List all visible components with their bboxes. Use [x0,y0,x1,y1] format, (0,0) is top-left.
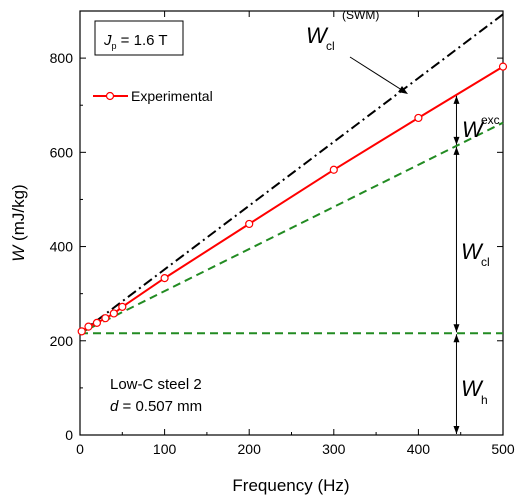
experimental-point-0 [77,327,86,336]
annotation-wcl: W cl [461,239,490,269]
y-axis-label: W (mJ/kg) [9,184,28,261]
experimental-point-4 [109,309,118,318]
x-tick-label-4: 400 [407,441,431,457]
x-tick-label-2: 200 [238,441,262,457]
experimental-point-3 [101,314,110,323]
legend: Experimental [93,88,213,104]
x-tick-label-3: 300 [322,441,346,457]
series-layer [77,13,508,336]
wexc-dim-head-bottom [453,136,460,145]
experimental-point-1 [84,322,93,331]
annotation-wexc: W exc [462,113,500,142]
y-tick-label-2: 400 [50,239,74,255]
annotation-wh: W h [461,376,488,407]
annotation-wcl-swm: W cl (SWM) [306,8,408,94]
wcl-swm-pointer-line [349,56,406,93]
dimension-arrows [453,95,460,434]
wcl-swm-sub: cl [326,39,335,53]
experimental-point-6 [160,274,169,283]
y-tick-label-4: 800 [50,50,74,66]
condition-box-frame [94,20,184,56]
condition-text: Jp = 1.6 T [103,32,168,51]
x-tick-label-0: 0 [76,441,84,457]
wcl-dim-head-top [453,146,460,155]
y-tick-label-0: 0 [65,427,73,443]
wexc-dim-head-top [453,95,460,104]
wcl-dim-head-bottom [453,324,460,333]
experimental-point-5 [118,302,127,311]
wh-sub: h [481,393,488,407]
wexc-sub: exc [481,113,500,127]
x-tick-label-5: 500 [491,441,515,457]
wcl-main: W [461,239,484,264]
sample-thickness: = 0.507 mm [118,398,202,415]
sample-description: Low-C steel 2 d = 0.507 mm [110,376,202,415]
wcl-swm-main: W [306,23,329,48]
wcl-swm-pointer-head [398,86,408,94]
condition-symbol: J [103,32,112,49]
y-axis-unit: (mJ/kg) [9,184,28,245]
y-axis-symbol: W [9,244,28,262]
x-axis-label: Frequency (Hz) [232,476,349,495]
wexc-main: W [462,117,485,142]
wh-main: W [461,376,484,401]
sample-line2: d = 0.507 mm [110,398,202,415]
experimental-point-9 [414,113,423,123]
series-line-1 [79,13,504,334]
condition-value: = 1.6 T [117,32,168,49]
plot-frame [79,10,504,436]
series-line-2 [79,121,504,335]
experimental-point-7 [245,219,254,229]
y-tick-label-1: 200 [50,333,74,349]
wh-dim-head-top [453,334,460,343]
sample-line1: Low-C steel 2 [110,376,202,393]
experimental-point-8 [329,165,338,174]
sample-symbol: d [110,398,119,415]
y-tick-label-3: 600 [50,144,74,160]
experimental-point-10 [498,62,508,71]
series-line-0 [81,65,504,333]
x-tick-label-1: 100 [153,441,177,457]
legend-label: Experimental [131,88,213,104]
wcl-swm-sup: (SWM) [342,8,379,22]
experimental-point-2 [92,318,102,327]
legend-marker [105,91,115,101]
condition-box: Jp = 1.6 T [94,20,184,56]
axis-ticks: 0 100 200 300 400 500 0 200 400 600 800 [50,11,515,457]
condition-subscript: p [112,41,117,51]
wcl-sub: cl [481,255,490,269]
wh-dim-head-bottom [453,426,460,434]
